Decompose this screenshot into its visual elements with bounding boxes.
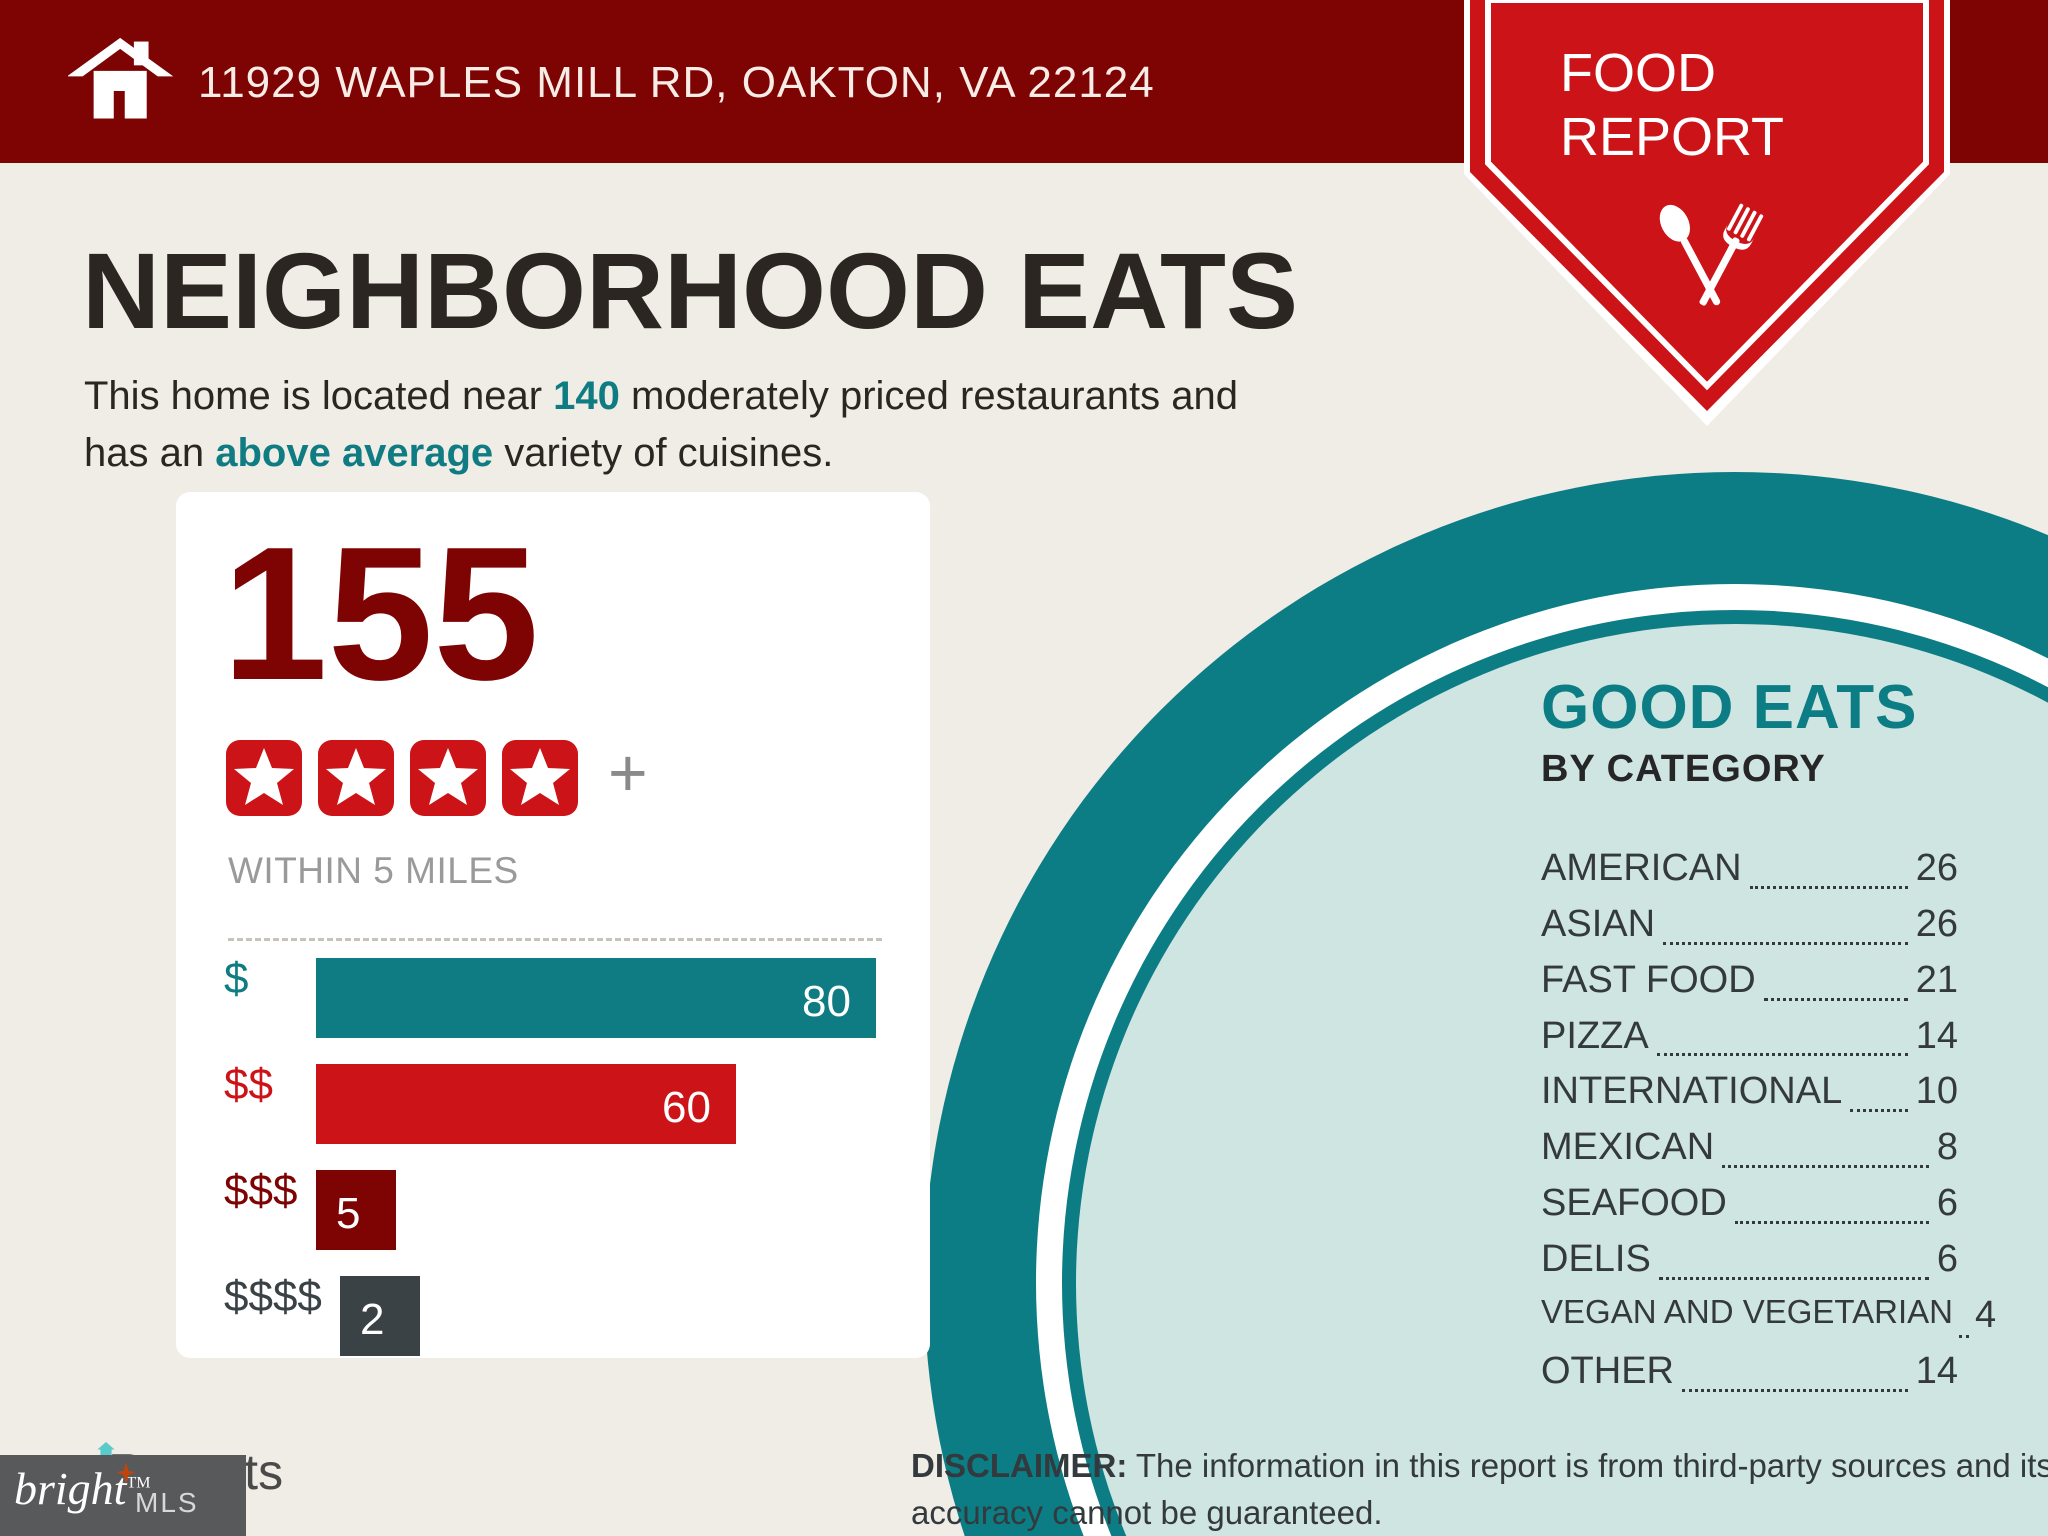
- svg-text:+: +: [608, 738, 648, 811]
